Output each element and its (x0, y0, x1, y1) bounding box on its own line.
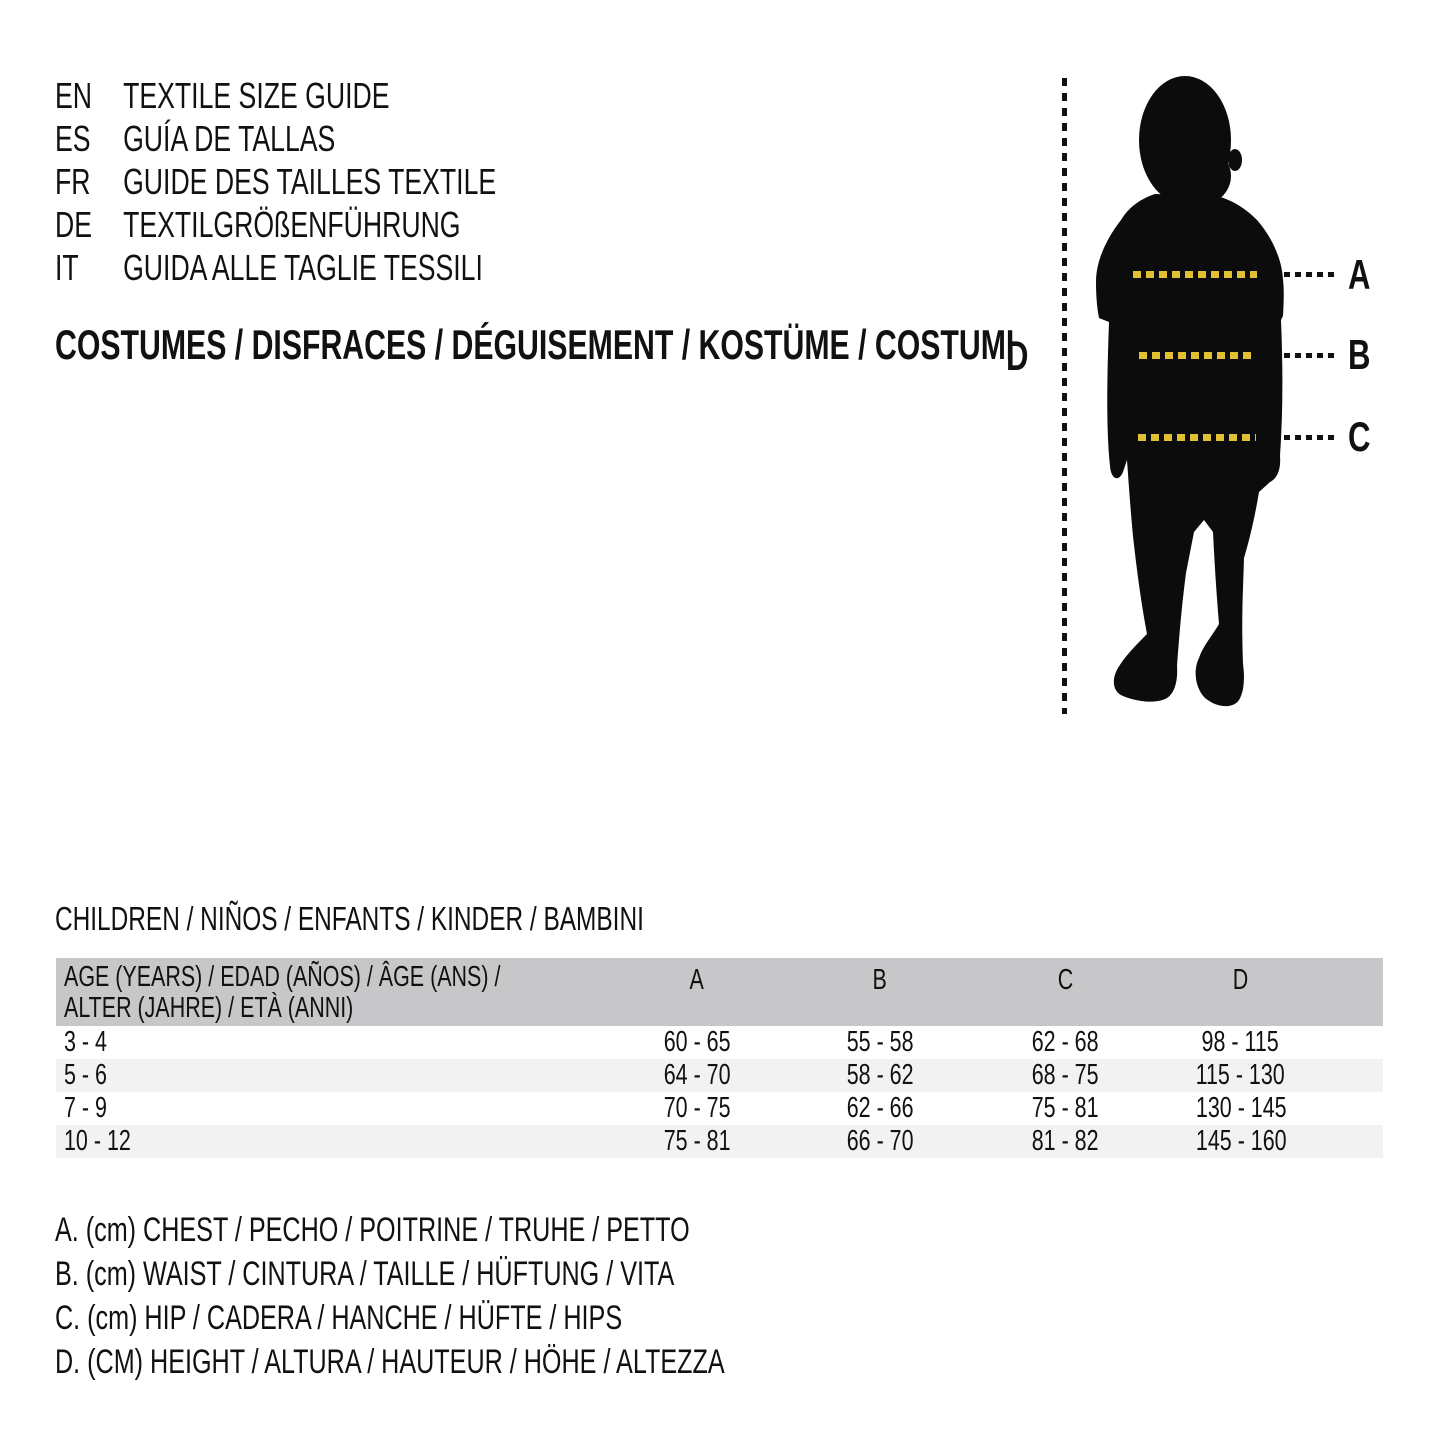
age-cell: 5 - 6 (64, 1059, 107, 1091)
lang-title: GUÍA DE TALLAS (123, 118, 336, 159)
measure-label-d: D (1005, 332, 1029, 379)
age-column-header: AGE (YEARS) / EDAD (AÑOS) / ÂGE (ANS) / … (64, 961, 501, 1024)
measure-label-b: B (1347, 331, 1371, 378)
hip-cell: 62 - 68 (1031, 1026, 1099, 1058)
lang-code: EN (55, 75, 93, 116)
lang-row-de: DE TEXTILGRÖßENFÜHRUNG (55, 203, 651, 246)
lang-row-es: ES GUÍA DE TALLAS (55, 117, 651, 160)
lang-code: FR (55, 161, 91, 202)
measurement-legend: A. (cm) CHEST / PECHO / POITRINE / TRUHE… (55, 1208, 960, 1384)
chest-measure-line (1133, 271, 1257, 278)
age-cell: 10 - 12 (64, 1125, 131, 1157)
table-row: 10 - 12 75 - 81 66 - 70 81 - 82 145 - 16… (56, 1125, 1383, 1158)
height-cell: 130 - 145 (1195, 1092, 1287, 1124)
waist-cell: 66 - 70 (846, 1125, 914, 1157)
chest-cell: 70 - 75 (663, 1092, 731, 1124)
legend-chest: A. (cm) CHEST / PECHO / POITRINE / TRUHE… (55, 1211, 690, 1249)
hip-measure-line (1138, 434, 1256, 441)
measure-label-a: A (1347, 251, 1371, 298)
lang-title: TEXTILE SIZE GUIDE (123, 75, 390, 116)
column-header-c: C (1057, 964, 1073, 996)
waist-measure-line (1139, 352, 1251, 359)
lang-title: GUIDE DES TAILLES TEXTILE (123, 161, 497, 202)
column-header-b: B (872, 964, 888, 996)
lang-row-fr: FR GUIDE DES TAILLES TEXTILE (55, 160, 651, 203)
legend-waist: B. (cm) WAIST / CINTURA / TAILLE / HÜFTU… (55, 1255, 675, 1293)
legend-hip: C. (cm) HIP / CADERA / HANCHE / HÜFTE / … (55, 1299, 623, 1337)
hip-cell: 75 - 81 (1031, 1092, 1099, 1124)
column-header-a: A (689, 964, 705, 996)
table-section-title: CHILDREN / NIÑOS / ENFANTS / KINDER / BA… (55, 900, 644, 937)
height-cell: 98 - 115 (1201, 1026, 1279, 1058)
hip-connector-line (1284, 435, 1334, 440)
lang-row-it: IT GUIDA ALLE TAGLIE TESSILI (55, 246, 651, 289)
table-row: 5 - 6 64 - 70 58 - 62 68 - 75 115 - 130 (56, 1059, 1383, 1092)
column-header-d: D (1232, 964, 1248, 996)
chest-cell: 60 - 65 (663, 1026, 731, 1058)
lang-row-en: EN TEXTILE SIZE GUIDE (55, 74, 651, 117)
lang-code: IT (55, 247, 79, 288)
lang-code: ES (55, 118, 91, 159)
measure-label-c: C (1347, 413, 1371, 460)
category-title: COSTUMES / DISFRACES / DÉGUISEMENT / KOS… (55, 321, 1015, 368)
size-table: AGE (YEARS) / EDAD (AÑOS) / ÂGE (ANS) / … (56, 958, 1383, 1158)
table-row: 7 - 9 70 - 75 62 - 66 75 - 81 130 - 145 (56, 1092, 1383, 1125)
height-measure-dotted-line (1062, 78, 1067, 714)
waist-connector-line (1284, 353, 1334, 358)
size-table-header: AGE (YEARS) / EDAD (AÑOS) / ÂGE (ANS) / … (56, 958, 1383, 1026)
lang-title: TEXTILGRÖßENFÜHRUNG (123, 204, 461, 245)
waist-cell: 62 - 66 (846, 1092, 914, 1124)
height-cell: 115 - 130 (1195, 1059, 1285, 1091)
waist-cell: 58 - 62 (846, 1059, 914, 1091)
child-silhouette-image (1096, 76, 1284, 707)
hip-cell: 81 - 82 (1031, 1125, 1099, 1157)
chest-connector-line (1284, 272, 1334, 277)
hip-cell: 68 - 75 (1031, 1059, 1099, 1091)
lang-title: GUIDA ALLE TAGLIE TESSILI (123, 247, 483, 288)
chest-cell: 64 - 70 (663, 1059, 731, 1091)
language-title-list: EN TEXTILE SIZE GUIDE ES GUÍA DE TALLAS FR… (55, 74, 651, 289)
legend-height: D. (CM) HEIGHT / ALTURA / HAUTEUR / HÖHE… (55, 1343, 725, 1381)
waist-cell: 55 - 58 (846, 1026, 914, 1058)
age-cell: 7 - 9 (64, 1092, 107, 1124)
age-cell: 3 - 4 (64, 1026, 107, 1058)
chest-cell: 75 - 81 (663, 1125, 731, 1157)
lang-code: DE (55, 204, 93, 245)
table-row: 3 - 4 60 - 65 55 - 58 62 - 68 98 - 115 (56, 1026, 1383, 1059)
height-cell: 145 - 160 (1195, 1125, 1287, 1157)
